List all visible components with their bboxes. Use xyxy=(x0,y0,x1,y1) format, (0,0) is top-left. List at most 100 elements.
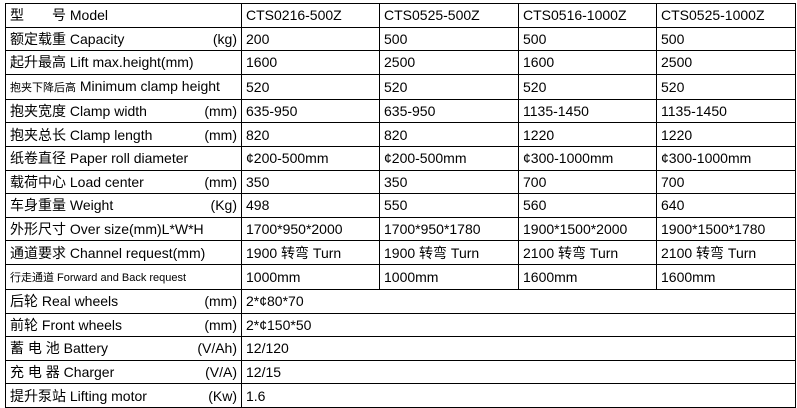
value-cell: 820 xyxy=(379,122,519,147)
value-cell: 2100 转弯 Turn xyxy=(656,240,796,265)
row-label: 外形尺寸 Over size(mm)L*W*H xyxy=(5,216,242,242)
value-cell: 1700*950*1780 xyxy=(379,216,519,242)
value-cell: 1600 xyxy=(241,50,380,75)
row-unit: (Kg) xyxy=(210,197,237,214)
value-cell: 1135-1450 xyxy=(656,98,796,124)
value-cell: 520 xyxy=(379,73,519,100)
value-cell-shared: 2*¢150*50 xyxy=(241,312,796,338)
value-cell: 500 xyxy=(656,26,796,52)
row-unit: (Kw) xyxy=(208,387,237,404)
row-label: (mm) 前轮 Front wheels xyxy=(5,312,242,338)
value-cell: 700 xyxy=(518,169,657,195)
value-cell: 200 xyxy=(241,26,380,52)
table-row: 型 号 Model CTS0216-500Z CTS0525-500Z CTS0516… xyxy=(5,3,796,28)
table-row: (Kg) 车身重量 Weight 498 550 560 640 xyxy=(5,193,796,218)
row-label: (V/Ah) 蓄 电 池 Battery xyxy=(5,336,242,361)
value-cell: 500 xyxy=(518,26,657,52)
value-cell: 520 xyxy=(518,73,657,100)
value-cell: ¢200-500mm xyxy=(241,145,380,171)
value-cell: 500 xyxy=(379,26,519,52)
value-cell: 700 xyxy=(656,169,796,195)
row-label: (Kw) 提升泵站 Lifting motor xyxy=(5,383,242,408)
value-cell-shared: 12/120 xyxy=(241,336,796,361)
row-label-text: Minimum clamp height xyxy=(76,77,220,94)
table-row: (Kw) 提升泵站 Lifting motor 1.6 xyxy=(5,383,796,408)
value-cell: 1900 转弯 Turn xyxy=(241,240,380,265)
value-cell: 820 xyxy=(241,122,380,147)
row-label-text: 前轮 Front wheels xyxy=(10,316,123,333)
row-label-text: 提升泵站 Lifting motor xyxy=(10,387,147,404)
value-cell: 2500 xyxy=(379,50,519,75)
row-label: (kg) 额定载重 Capacity xyxy=(5,26,242,52)
value-cell: 498 xyxy=(241,193,380,218)
row-label-text: 起升最高 Lift max.height(mm) xyxy=(10,54,194,71)
row-label-text: 后轮 Real wheels xyxy=(10,293,119,310)
value-cell: 1220 xyxy=(518,122,657,147)
row-unit: (V/Ah) xyxy=(197,340,237,357)
row-label-small: 行走通道 Forward and Back request xyxy=(10,271,187,284)
row-label-text: 蓄 电 池 Battery xyxy=(10,340,109,357)
row-label-text: 充 电 器 Charger xyxy=(10,364,115,381)
row-label: 起升最高 Lift max.height(mm) xyxy=(5,50,242,75)
row-unit: (mm) xyxy=(204,103,237,120)
value-cell: ¢200-500mm xyxy=(379,145,519,171)
row-label: (Kg) 车身重量 Weight xyxy=(5,193,242,218)
value-cell: 1135-1450 xyxy=(518,98,657,124)
row-label-text: 额定载重 Capacity xyxy=(10,30,125,47)
row-label-text: 型 号 Model xyxy=(10,7,109,24)
value-cell: 1900 转弯 Turn xyxy=(379,240,519,265)
value-cell: 1900*1500*2000 xyxy=(518,216,657,242)
value-cell: 520 xyxy=(656,73,796,100)
value-cell: 635-950 xyxy=(241,98,380,124)
row-unit: (mm) xyxy=(204,173,237,190)
value-cell: 1000mm xyxy=(379,263,519,290)
value-cell: 1600 xyxy=(518,50,657,75)
value-cell: 1000mm xyxy=(241,263,380,290)
value-cell: 350 xyxy=(241,169,380,195)
table-row: (mm) 载荷中心 Load center 350 350 700 700 xyxy=(5,169,796,195)
table-row: (mm) 抱夹总长 Clamp length 820 820 1220 1220 xyxy=(5,122,796,147)
value-cell: CTS0516-1000Z xyxy=(518,3,657,28)
row-label-text: 纸卷直径 Paper roll diameter xyxy=(10,150,189,167)
value-cell: 550 xyxy=(379,193,519,218)
value-cell: 1900*1500*1780 xyxy=(656,216,796,242)
row-label: 纸卷直径 Paper roll diameter xyxy=(5,145,242,171)
row-label: 型 号 Model xyxy=(5,3,242,28)
value-cell: 640 xyxy=(656,193,796,218)
row-label-text: 外形尺寸 Over size(mm)L*W*H xyxy=(10,221,204,238)
table-row: 纸卷直径 Paper roll diameter ¢200-500mm ¢200-5… xyxy=(5,145,796,171)
row-label: (mm) 抱夹宽度 Clamp width xyxy=(5,98,242,124)
row-label: 行走通道 Forward and Back request xyxy=(5,263,242,290)
value-cell: CTS0216-500Z xyxy=(241,3,380,28)
value-cell-shared: 2*¢80*70 xyxy=(241,288,796,314)
value-cell: 2500 xyxy=(656,50,796,75)
table-row: (mm) 前轮 Front wheels 2*¢150*50 xyxy=(5,312,796,338)
value-cell: CTS0525-500Z xyxy=(379,3,519,28)
value-cell: 350 xyxy=(379,169,519,195)
table-row: (V/Ah) 蓄 电 池 Battery 12/120 xyxy=(5,336,796,361)
table-row: (V/A) 充 电 器 Charger 12/15 xyxy=(5,359,796,385)
row-label-text: 抱夹宽度 Clamp width xyxy=(10,103,147,120)
spec-table: 型 号 Model CTS0216-500Z CTS0525-500Z CTS0516… xyxy=(5,3,796,408)
table-row: 通道要求 Channel request(mm) 1900 转弯 Turn 1900… xyxy=(5,240,796,265)
row-label: (mm) 载荷中心 Load center xyxy=(5,169,242,195)
value-cell: 560 xyxy=(518,193,657,218)
table-row: (mm) 后轮 Real wheels 2*¢80*70 xyxy=(5,288,796,314)
value-cell: 2100 转弯 Turn xyxy=(518,240,657,265)
row-label: 抱夹下降后高 Minimum clamp height xyxy=(5,73,242,100)
value-cell: 1700*950*2000 xyxy=(241,216,380,242)
row-label: 通道要求 Channel request(mm) xyxy=(5,240,242,265)
table-row: 起升最高 Lift max.height(mm) 1600 2500 1600 2500 xyxy=(5,50,796,75)
row-label-text: 车身重量 Weight xyxy=(10,197,114,214)
value-cell: 520 xyxy=(241,73,380,100)
table-row: 抱夹下降后高 Minimum clamp height 520 520 520 520 xyxy=(5,73,796,100)
row-unit: (mm) xyxy=(204,316,237,333)
row-label: (mm) 后轮 Real wheels xyxy=(5,288,242,314)
value-cell-shared: 1.6 xyxy=(241,383,796,408)
row-unit: (kg) xyxy=(212,30,237,47)
table-row: 外形尺寸 Over size(mm)L*W*H 1700*950*2000 1700… xyxy=(5,216,796,242)
row-label-text: 通道要求 Channel request(mm) xyxy=(10,244,206,261)
row-label-text: 抱夹总长 Clamp length xyxy=(10,126,153,143)
row-unit: (mm) xyxy=(204,293,237,310)
table-row: (mm) 抱夹宽度 Clamp width 635-950 635-950 1135-1… xyxy=(5,98,796,124)
